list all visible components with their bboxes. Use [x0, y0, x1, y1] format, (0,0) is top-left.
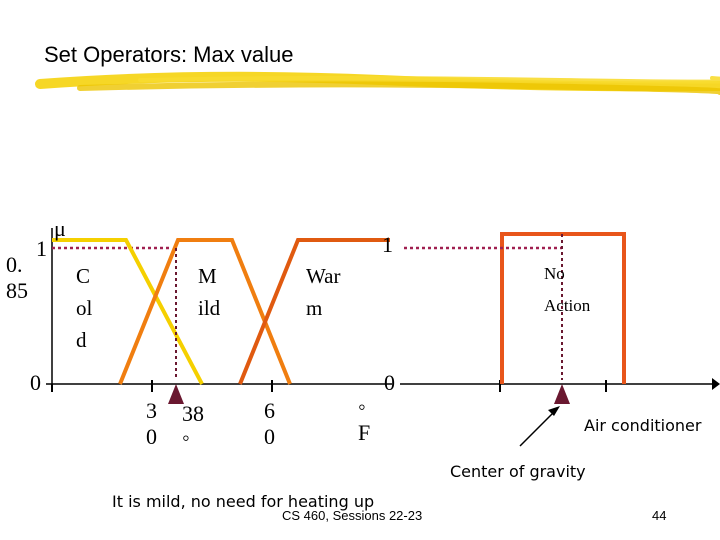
x-tick-30: 3 0 [146, 398, 157, 449]
mf-mild [118, 238, 292, 385]
x-unit-f: ◦ F [358, 394, 371, 445]
mu-symbol: μ [54, 216, 66, 241]
x-tick-38: 38 ◦ [182, 401, 204, 450]
air-conditioner-label: Air conditioner [584, 416, 702, 435]
mf-label-mild: M ild [198, 264, 221, 320]
mf-label-cold: C ol d [76, 264, 93, 352]
right-label-1: 1 [382, 232, 393, 257]
center-of-gravity-arrow [554, 384, 570, 404]
footer-course: CS 460, Sessions 22-23 [282, 508, 423, 523]
mf-label-warm: War m [306, 264, 341, 320]
y-label-0: 0 [30, 370, 41, 395]
y-label-085: 0. 85 [6, 252, 28, 303]
mf-label-no-action: No Action [544, 264, 591, 315]
mf-cold [52, 238, 204, 385]
input-38-arrow [168, 384, 184, 404]
title-underline-brush [35, 71, 720, 95]
page-number: 44 [652, 508, 667, 523]
conclusion-text: It is mild, no need for heating up [112, 492, 375, 511]
mf-warm [238, 238, 390, 385]
y-label-1: 1 [36, 236, 47, 261]
right-label-0: 0 [384, 370, 395, 395]
center-of-gravity-label: Center of gravity [450, 462, 586, 481]
cog-pointer-line [519, 409, 557, 447]
slide-title: Set Operators: Max value [44, 42, 294, 67]
x-tick-60: 6 0 [264, 398, 275, 449]
